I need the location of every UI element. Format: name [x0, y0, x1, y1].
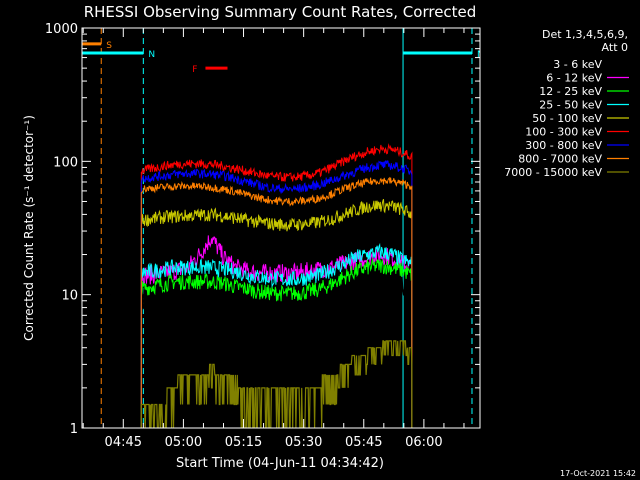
x-axis-label: Start Time (04-Jun-11 04:34:42): [176, 456, 384, 471]
flag-label: S: [106, 41, 112, 51]
series-line-3: [140, 242, 413, 428]
y-tick-label: 10: [61, 289, 78, 304]
series-line-7: [140, 176, 413, 428]
x-tick-label: 05:15: [225, 435, 262, 450]
legend-entry-label: 300 - 800 keV: [525, 139, 602, 152]
series-line-5: [140, 143, 413, 428]
x-tick-label: 05:00: [165, 435, 202, 450]
y-axis-label: Corrected Count Rate (s⁻¹ detector⁻¹): [22, 115, 36, 341]
legend-entry-label: 800 - 7000 keV: [518, 153, 602, 166]
legend-header-line: Det 1,3,4,5,6,9,: [542, 28, 628, 41]
chart-title: RHESSI Observing Summary Count Rates, Co…: [84, 3, 477, 21]
legend-entry-label: 7000 - 15000 keV: [504, 166, 602, 179]
series-line-4: [140, 199, 413, 428]
y-tick-label: 1000: [45, 22, 78, 37]
plot-area: S N N F: [82, 28, 484, 428]
legend-entry-label: 12 - 25 keV: [539, 85, 602, 98]
legend-entry-label: 50 - 100 keV: [532, 112, 602, 125]
x-tick-label: 05:45: [345, 435, 382, 450]
y-tick-label: 1: [70, 422, 78, 437]
x-tick-label: 04:45: [105, 435, 142, 450]
date-stamp: 17-Oct-2021 15:42: [560, 469, 636, 478]
series-line-8: [140, 340, 413, 428]
legend-entry-label: 3 - 6 keV: [553, 58, 602, 71]
x-tick-label: 06:00: [405, 435, 442, 450]
series-line-0: [140, 259, 413, 428]
legend-entry-label: 100 - 300 keV: [525, 126, 602, 139]
axes: 1 10 100 1000 04:45 05:00 05:15 05:30 05:45 06:00: [45, 22, 481, 450]
legend-entry-label: 6 - 12 keV: [546, 72, 602, 85]
flag-label: N: [477, 50, 484, 60]
legend-header-line: Att 0: [602, 41, 628, 54]
series-line-6: [140, 160, 413, 428]
series-line-2: [140, 258, 413, 428]
flag-label: F: [192, 65, 197, 75]
flag-label: N: [148, 50, 155, 60]
y-tick-label: 100: [53, 155, 78, 170]
legend-entry-label: 25 - 50 keV: [539, 99, 602, 112]
x-tick-label: 05:30: [285, 435, 322, 450]
plot-frame: [81, 27, 481, 429]
